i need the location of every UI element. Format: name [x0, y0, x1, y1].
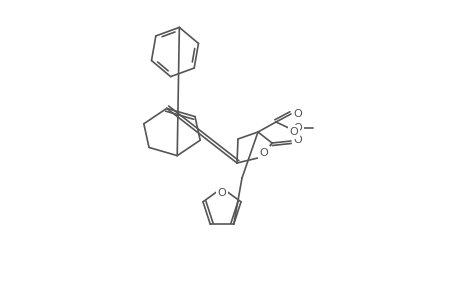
Text: O: O [259, 148, 268, 158]
Text: O: O [293, 135, 302, 145]
Text: O: O [293, 109, 302, 119]
Text: O: O [293, 123, 302, 133]
Text: O: O [289, 127, 298, 137]
Text: O: O [217, 188, 226, 198]
